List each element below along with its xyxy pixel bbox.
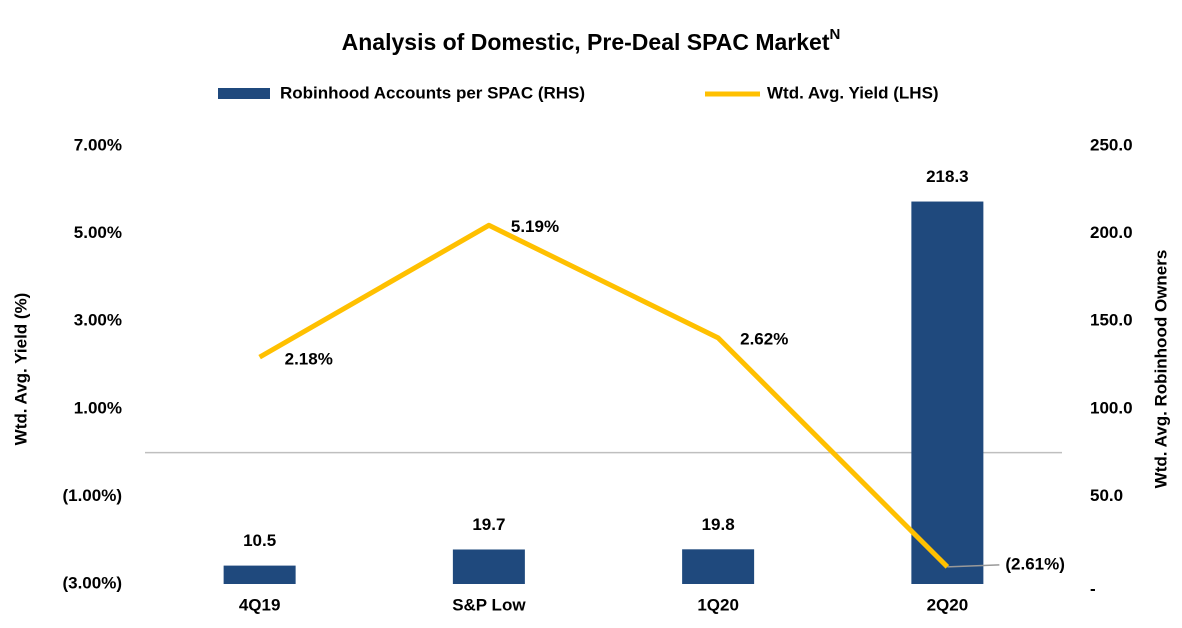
- y-tick-label: (1.00%): [62, 486, 122, 505]
- bar-value-label: 19.8: [702, 515, 735, 534]
- bar: [682, 549, 755, 584]
- bar: [452, 549, 525, 584]
- y-tick-label: 3.00%: [74, 311, 122, 330]
- y2-axis-label: Wtd. Avg. Robinhood Owners: [1151, 250, 1170, 489]
- legend-swatch: [218, 88, 270, 99]
- line: [258, 222, 950, 569]
- bar-value-label: 218.3: [926, 167, 969, 186]
- y-tick-label: 5.00%: [74, 223, 122, 242]
- y-tick-label: 1.00%: [74, 398, 122, 417]
- y-tick-label: (3.00%): [62, 573, 122, 592]
- y-tick-label: 7.00%: [74, 135, 122, 154]
- x-tick-label: 4Q19: [239, 595, 281, 614]
- bar: [911, 201, 984, 585]
- x-tick-label: 1Q20: [697, 595, 739, 614]
- leader-line: [947, 564, 1000, 568]
- line-value-label: 2.18%: [285, 350, 333, 369]
- y2-tick-label: 50.0: [1090, 486, 1123, 505]
- bar-value-label: 10.5: [243, 531, 276, 550]
- y2-tick-label: 150.0: [1090, 311, 1133, 330]
- title-text: Analysis of Domestic, Pre-Deal SPAC Mark…: [342, 29, 830, 55]
- y-axis-label: Wtd. Avg. Yield (%): [11, 293, 30, 446]
- y2-tick-label: -: [1090, 579, 1096, 598]
- y2-tick-label: 200.0: [1090, 223, 1133, 242]
- y2-tick-label: 250.0: [1090, 135, 1133, 154]
- legend-label: Wtd. Avg. Yield (LHS): [767, 83, 939, 102]
- bar: [223, 565, 296, 584]
- title-superscript: N: [830, 26, 841, 43]
- legend-label: Robinhood Accounts per SPAC (RHS): [280, 83, 585, 102]
- line-value-label: 5.19%: [511, 217, 559, 236]
- x-tick-label: 2Q20: [927, 595, 969, 614]
- line-value-label: 2.62%: [740, 329, 788, 348]
- chart-title: Analysis of Domestic, Pre-Deal SPAC Mark…: [342, 26, 841, 55]
- line-value-label: (2.61%): [1005, 554, 1065, 573]
- y2-tick-label: 100.0: [1090, 398, 1133, 417]
- bar-value-label: 19.7: [472, 515, 505, 534]
- x-tick-label: S&P Low: [452, 595, 526, 614]
